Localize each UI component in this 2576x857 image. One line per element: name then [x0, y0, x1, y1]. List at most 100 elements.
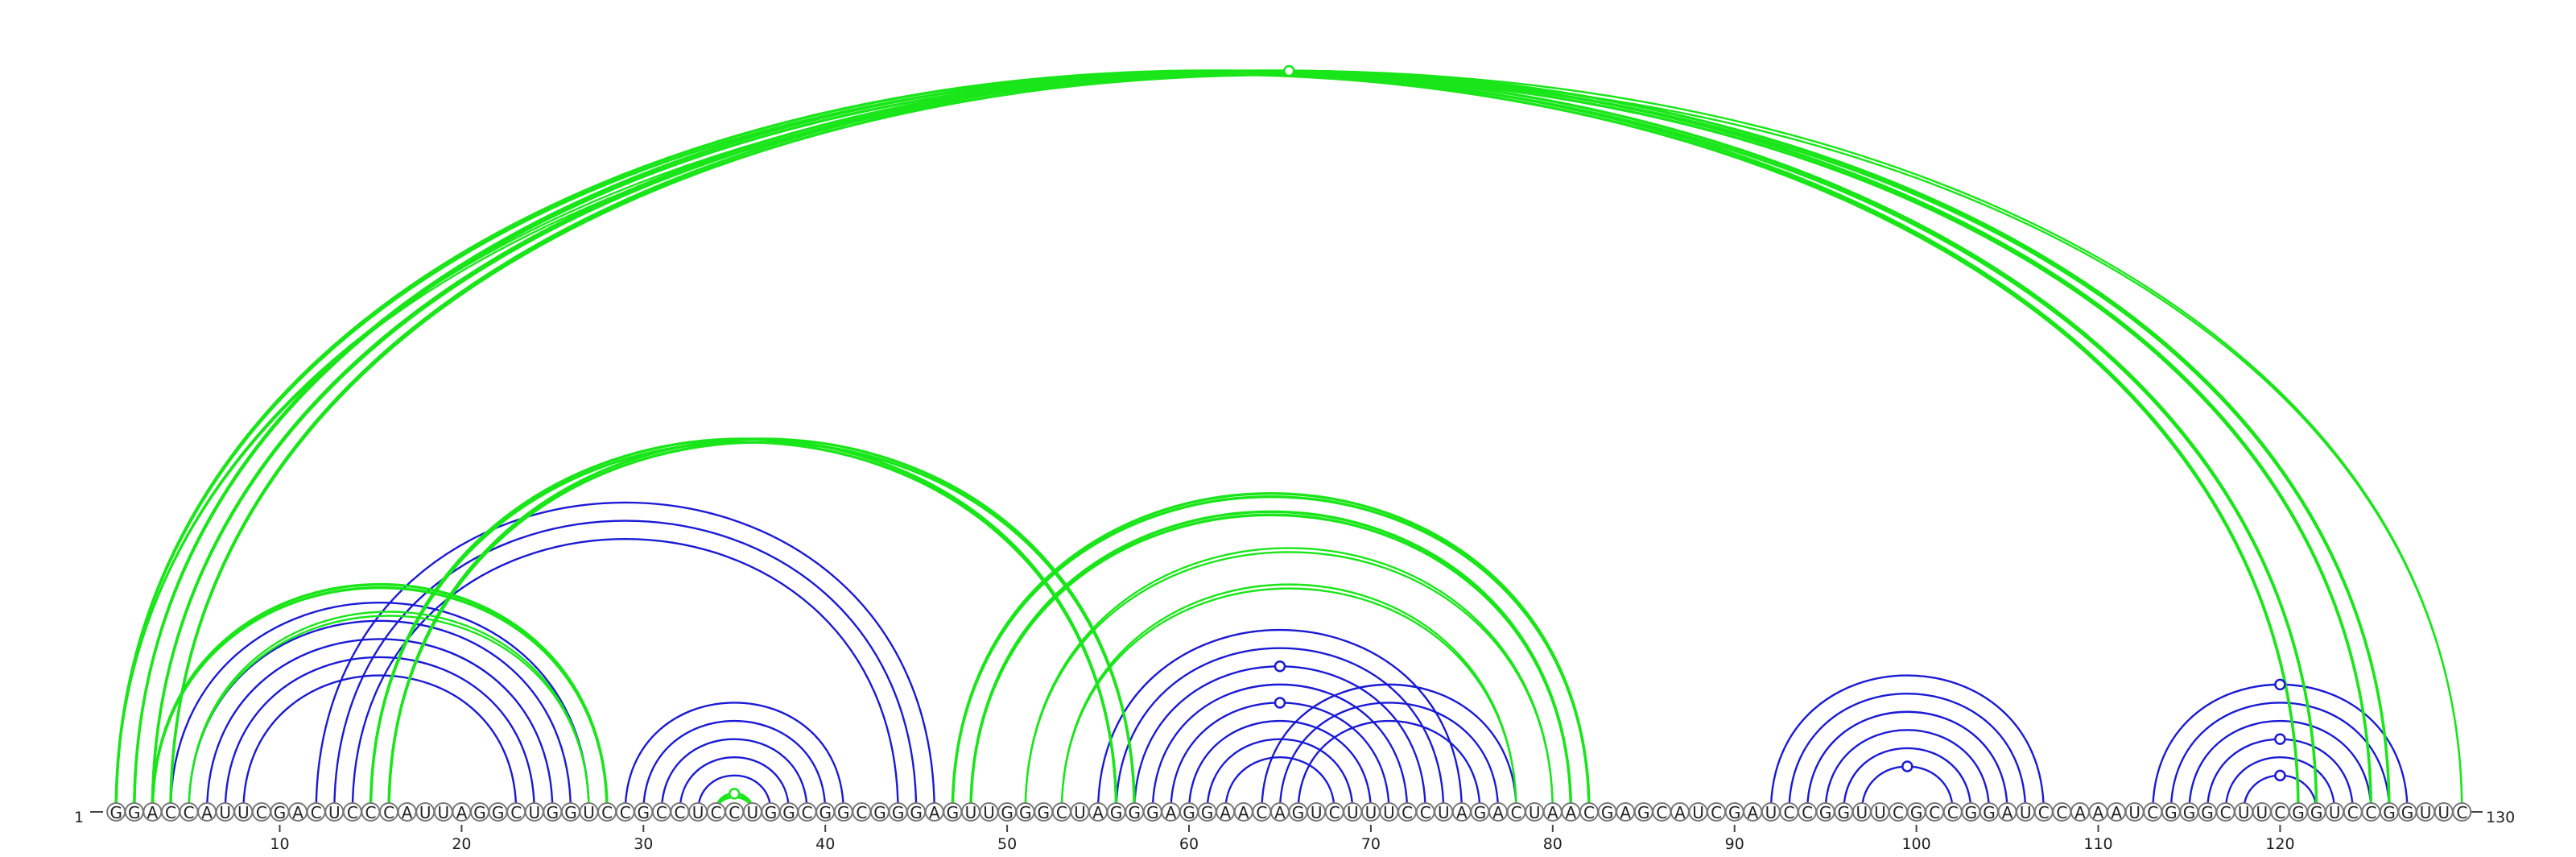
nucleotide-21: G [470, 802, 489, 822]
nucleotide-91: A [1743, 802, 1763, 822]
green-arc-inner [951, 495, 1591, 813]
nucleotide-61: G [1197, 802, 1217, 822]
start-position-label: 1 [74, 809, 84, 826]
blue-arc-stroke [351, 537, 899, 813]
nucleotide-letter: G [2383, 803, 2396, 822]
nucleotide-letter: U [2020, 803, 2032, 822]
nucleotide-letter: G [782, 803, 795, 822]
nucleotide-letter: A [929, 803, 940, 822]
nucleotide-letter: G [1601, 803, 1614, 822]
nucleotide-94: C [1798, 802, 1818, 822]
blue-arc-stroke [315, 501, 935, 813]
nucleotide-87: A [1670, 802, 1690, 822]
nucleotide-112: U [2124, 802, 2145, 822]
nucleotide-115: G [2179, 802, 2199, 822]
blue-arc-6-25 [205, 638, 554, 813]
nucleotide-105: A [1997, 802, 2017, 822]
blue-arc-stroke [2169, 702, 2391, 813]
blue-arc-stroke [169, 602, 590, 813]
nucleotide-11: A [288, 802, 308, 822]
nucleotide-78: C [1506, 802, 1526, 822]
blue-arc-stroke [1115, 647, 1445, 813]
nucleotide-letter: C [2147, 803, 2158, 822]
nucleotide-letter: C [711, 803, 722, 822]
nucleotide-66: G [1288, 802, 1308, 822]
blue-arc-8-23 [242, 674, 518, 813]
nucleotide-23: C [506, 802, 526, 822]
nucleotide-52: G [1034, 802, 1054, 822]
tick-label: 60 [1179, 835, 1199, 853]
nucleotide-31: C [651, 802, 671, 822]
nucleotide-letter: A [2111, 803, 2122, 822]
nucleotide-99: C [1889, 802, 1909, 822]
nucleotide-letter: G [128, 803, 141, 822]
nucleotide-63: A [1233, 802, 1253, 822]
nucleotide-letter: C [856, 803, 867, 822]
nucleotide-90: G [1724, 802, 1744, 822]
nucleotide-letter: U [1347, 803, 1359, 822]
nucleotide-58: G [1142, 802, 1162, 822]
green-arc-3-28 [151, 583, 609, 813]
blue-arc-stroke [1151, 683, 1409, 813]
nucleotide-69: U [1343, 802, 1363, 822]
nucleotide-34: C [706, 802, 726, 822]
axis-tick-80: 80 [1543, 825, 1563, 853]
nucleotide-32: C [670, 802, 690, 822]
nucleotide-letter: G [1146, 803, 1159, 822]
nucleotide-letter: G [1183, 803, 1195, 822]
green-arc-5-27 [188, 611, 590, 813]
blue-arc-62-68 [1224, 756, 1335, 813]
tick-label: 10 [270, 835, 289, 853]
nucleotide-96: G [1834, 802, 1854, 822]
green-arc-inner [188, 615, 590, 813]
blue-arc-117-123 [2224, 756, 2336, 813]
green-arc-inner [1060, 587, 1517, 813]
nucleotide-100: G [1906, 802, 1926, 822]
nucleotide-letter: C [1329, 803, 1340, 822]
axis-tick-30: 30 [634, 825, 653, 853]
green-arc-outer [969, 510, 1573, 813]
nucleotide-113: C [2143, 802, 2163, 822]
nucleotide-letter: G [1001, 803, 1013, 822]
green-arc-outer [387, 437, 1136, 813]
nucleotide-letter: A [292, 803, 303, 822]
blue-arc-32-38 [679, 756, 791, 813]
blue-arc-61-69 [1206, 738, 1354, 813]
tick-label: 80 [1543, 835, 1563, 853]
nucleotide-letter: A [1674, 803, 1686, 822]
nucleotide-letter: C [1056, 803, 1067, 822]
nucleotide-67: U [1307, 802, 1327, 822]
nucleotide-93: C [1779, 802, 1799, 822]
nucleotide-119: U [2252, 802, 2272, 822]
nucleotide-65: A [1269, 802, 1290, 822]
nucleotide-letter: U [2128, 803, 2140, 822]
green-arc-1-130 [115, 69, 2463, 813]
axis-tick-50: 50 [997, 825, 1017, 853]
nucleotide-49: U [979, 802, 999, 822]
tick-label: 100 [1901, 835, 1930, 853]
nucleotide-57: G [1125, 802, 1145, 822]
nucleotide-letter: A [1747, 803, 1758, 822]
nucleotide-letter: G [638, 803, 650, 822]
nucleotide-48: U [960, 802, 980, 822]
nucleotide-letter: G [1019, 803, 1032, 822]
nucleotide-108: C [2052, 802, 2072, 822]
nucleotide-29: C [615, 802, 635, 822]
blue-arc-55-75 [1096, 629, 1463, 813]
nucleotide-letter: U [419, 803, 431, 822]
green-arc-48-81 [969, 510, 1573, 813]
nucleotide-128: U [2416, 802, 2436, 822]
green-arc-outer [951, 492, 1591, 813]
nucleotide-letter: G [1910, 803, 1923, 822]
axis-tick-40: 40 [815, 825, 835, 853]
nucleotide-letter: U [328, 803, 341, 822]
nucleotide-letter: G [873, 803, 886, 822]
nucleotide-60: G [1179, 802, 1199, 822]
arc-marker-116-124 [2274, 733, 2286, 745]
blue-arc-stroke [2188, 720, 2372, 813]
nucleotide-letter: U [437, 803, 449, 822]
nucleotide-125: C [2361, 802, 2381, 822]
blue-arc-stroke [1206, 738, 1354, 813]
nucleotide-117: C [2215, 802, 2235, 822]
nucleotide-75: A [1451, 802, 1472, 822]
